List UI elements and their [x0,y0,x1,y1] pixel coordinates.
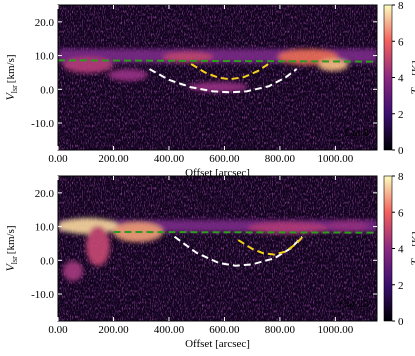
colorbar-label: Tmb[K] [408,231,415,265]
dashed-curve [190,62,270,81]
dashed-curve [237,236,303,256]
panel: 0.00 200.00 400.00 600.00 800.00 1000.00-10.0… [3,0,415,179]
x-tick-label: 200.00 [98,153,129,165]
colorbar-label-unit: [K] [410,231,415,246]
annotation: Cut 8 [345,127,370,139]
y-tick-label: -10.0 [31,289,54,301]
dashed-curve [149,68,298,94]
y-axis-label-sub: lsr [10,85,19,93]
x-tick-label: 600.00 [209,324,240,336]
colorbar-tick-label: 0 [398,145,404,157]
pv-image [58,176,377,321]
y-tick-label: -10.0 [31,118,54,130]
y-tick-label: 10.0 [35,222,55,234]
dashed-curve [173,235,303,267]
colorbar-tick-label: 8 [398,0,404,12]
y-tick-label: 10.0 [35,51,55,63]
x-axis-label: Offset [arcsec] [185,338,250,350]
colorbar [383,175,393,322]
plot-frame [57,175,378,322]
x-tick-label: 200.00 [98,324,129,336]
colorbar-tick-label: 2 [398,280,404,292]
colorbar-tick-label: 6 [398,207,404,219]
panel: 0.00 200.00 400.00 600.00 800.00 1000.00-10.0… [3,171,415,350]
y-tick-label: 20.0 [35,17,55,29]
colorbar-label: Tmb[K] [408,60,415,94]
colorbar-tick-label: 4 [398,73,404,85]
x-tick-label: 800.00 [265,153,296,165]
colorbar-tick-label: 4 [398,244,404,256]
colorbar-label-symbol: T [408,87,415,95]
x-tick-label: 600.00 [209,153,240,165]
colorbar [383,4,393,151]
x-tick-label: 0.00 [48,153,68,165]
colorbar-tick-label: 2 [398,109,404,121]
plot-frame [57,4,378,151]
y-axis-label-sub: lsr [10,256,19,264]
y-axis-label: Vlsr [km/s] [3,54,19,100]
y-axis-label-symbol: V [3,263,17,272]
x-tick-label: 1000.00 [318,324,354,336]
x-tick-label: 800.00 [265,324,296,336]
y-tick-label: 0.0 [40,255,54,267]
annotation: Cut 23 [339,298,369,310]
y-tick-label: 20.0 [35,188,55,200]
y-axis-label: Vlsr [km/s] [3,225,19,271]
y-axis-label-unit: [km/s] [5,54,17,83]
x-tick-label: 0.00 [48,324,68,336]
y-axis-label-unit: [km/s] [5,225,17,254]
pv-image [58,5,377,150]
y-axis-label-symbol: V [3,92,17,101]
colorbar-tick-label: 6 [398,36,404,48]
dashed-curve [58,59,377,63]
colorbar-label-unit: [K] [410,60,415,75]
x-tick-label: 400.00 [154,324,185,336]
colorbar-tick-label: 0 [398,316,404,328]
x-tick-label: 1000.00 [318,153,354,165]
colorbar-tick-label: 8 [398,171,404,183]
x-tick-label: 400.00 [154,153,185,165]
colorbar-label-symbol: T [408,258,415,266]
y-tick-label: 0.0 [40,84,54,96]
